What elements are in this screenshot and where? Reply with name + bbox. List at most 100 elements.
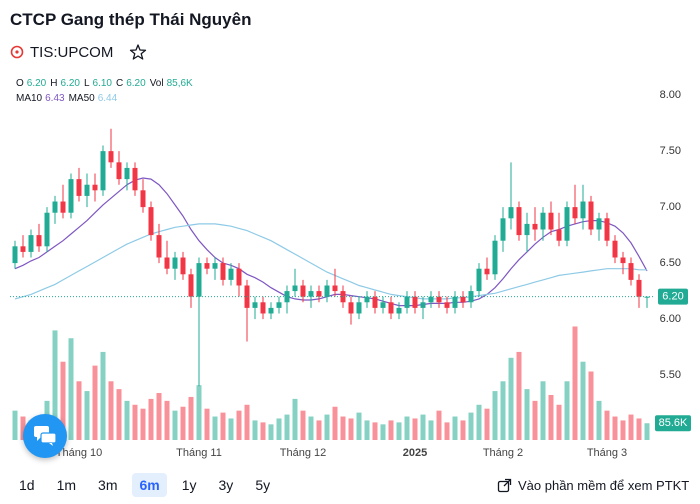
- x-tick-label: 2025: [403, 447, 427, 459]
- candle-body: [68, 179, 74, 213]
- range-button[interactable]: 3m: [98, 477, 118, 493]
- legend-value: 6.43: [45, 93, 65, 104]
- volume-bar: [148, 398, 154, 440]
- candle-body: [404, 296, 410, 308]
- candle-body: [452, 296, 458, 308]
- x-tick-label: Tháng 2: [483, 447, 523, 459]
- candle-body: [588, 201, 594, 230]
- volume-bar: [532, 400, 538, 440]
- volume-bar: [124, 400, 130, 440]
- candle-body: [572, 207, 578, 219]
- candle-body: [316, 291, 322, 297]
- legend-value: 6.20: [27, 78, 47, 89]
- candle-body: [396, 307, 402, 314]
- range-button[interactable]: 6m: [132, 473, 167, 497]
- volume-bar: [132, 404, 138, 440]
- link-text[interactable]: Vào phần mềm để xem PTKT: [518, 478, 690, 493]
- volume-bar: [332, 406, 338, 440]
- ma-legend: MA10 6.43 MA50 6.44: [16, 93, 118, 104]
- volume-bar: [484, 408, 490, 440]
- legend-key: C: [116, 78, 123, 89]
- candle-body: [540, 212, 546, 230]
- y-tick-label: 7.00: [660, 201, 681, 213]
- ma-line: [14, 177, 648, 307]
- volume-bar: [380, 424, 386, 440]
- legend-key: MA10: [16, 93, 43, 104]
- candle-body: [556, 229, 562, 241]
- volume-bar: [580, 361, 586, 440]
- favorite-star[interactable]: [129, 43, 147, 61]
- candle-body: [52, 201, 58, 213]
- volume-bar: [308, 416, 314, 440]
- candle-body: [292, 285, 298, 292]
- range-button[interactable]: 3y: [218, 477, 234, 493]
- candle-body: [212, 263, 218, 269]
- stock-title: CTCP Gang thép Thái Nguyên: [10, 10, 252, 29]
- candle-body: [140, 190, 146, 208]
- y-tick-label: 8.00: [660, 89, 681, 101]
- volume-bar: [524, 389, 530, 440]
- candle-body: [308, 291, 314, 297]
- range-button[interactable]: 5y: [255, 477, 271, 493]
- volume-bar: [548, 394, 554, 440]
- candle-body: [20, 246, 26, 252]
- volume-bar: [164, 400, 170, 440]
- chat-button[interactable]: [23, 414, 67, 458]
- external-icon: [497, 478, 512, 493]
- candle-body: [188, 274, 194, 297]
- candle-body: [196, 263, 202, 297]
- candle-body: [92, 184, 98, 191]
- ptkt-link[interactable]: Vào phần mềm để xem PTKT: [497, 478, 689, 493]
- candle-body: [444, 302, 450, 308]
- volume-bar: [364, 420, 370, 440]
- volume-bar: [436, 410, 442, 440]
- candle-body: [636, 279, 642, 297]
- candle-body: [548, 212, 554, 230]
- candle-body: [628, 263, 634, 280]
- y-tick-label: 7.50: [660, 145, 681, 157]
- x-tick-label: Tháng 10: [56, 447, 102, 459]
- volume-bar: [572, 326, 578, 440]
- y-tick-label: 5.50: [660, 369, 681, 381]
- candle-body: [388, 302, 394, 314]
- volume-bar: [172, 410, 178, 440]
- range-button[interactable]: 1d: [19, 477, 35, 493]
- candle-body: [564, 207, 570, 241]
- range-button[interactable]: 1m: [56, 477, 77, 493]
- candle-body: [324, 285, 330, 297]
- symbol-icon: [10, 45, 24, 59]
- volume-bar: [252, 420, 258, 440]
- price-tag-bg: [658, 288, 688, 305]
- candle-body: [580, 201, 586, 219]
- candle-body: [252, 302, 258, 308]
- volume-bar: [76, 381, 82, 440]
- range-button[interactable]: 1y: [181, 477, 197, 493]
- candle-body: [620, 257, 626, 264]
- candle-body: [116, 162, 122, 180]
- volume-bar: [108, 381, 114, 440]
- candle-body: [420, 302, 426, 308]
- volume-bar: [404, 416, 410, 440]
- candle-body: [268, 307, 274, 314]
- ohlc-legend: O 6.20 H 6.20 L 6.10 C 6.20 Vol 85,6K: [16, 78, 193, 89]
- volume-bar: [516, 351, 522, 440]
- y-tick-label: 6.50: [660, 257, 681, 269]
- legend-value: 6.10: [93, 78, 113, 89]
- volume-bar: [276, 418, 282, 440]
- volume-tag-bg: [655, 415, 691, 432]
- volume-bar: [468, 412, 474, 440]
- volume-bar: [316, 420, 322, 440]
- chart: 5.50 6.00 6.50 7.00 7.50 8.00 6.20 85.6K Tháng 1…: [10, 78, 691, 459]
- candle-body: [228, 268, 234, 280]
- legend-value: 6.20: [126, 78, 146, 89]
- volume-bar: [356, 412, 362, 440]
- candle-body: [612, 240, 618, 258]
- candle-body: [492, 240, 498, 275]
- volume-bar: [212, 416, 218, 440]
- volume-bar: [300, 410, 306, 440]
- candle-body: [468, 291, 474, 303]
- volume-bar: [540, 381, 546, 440]
- candle-body: [60, 201, 66, 213]
- volume-bar: [236, 410, 242, 440]
- volume-bar: [556, 404, 562, 440]
